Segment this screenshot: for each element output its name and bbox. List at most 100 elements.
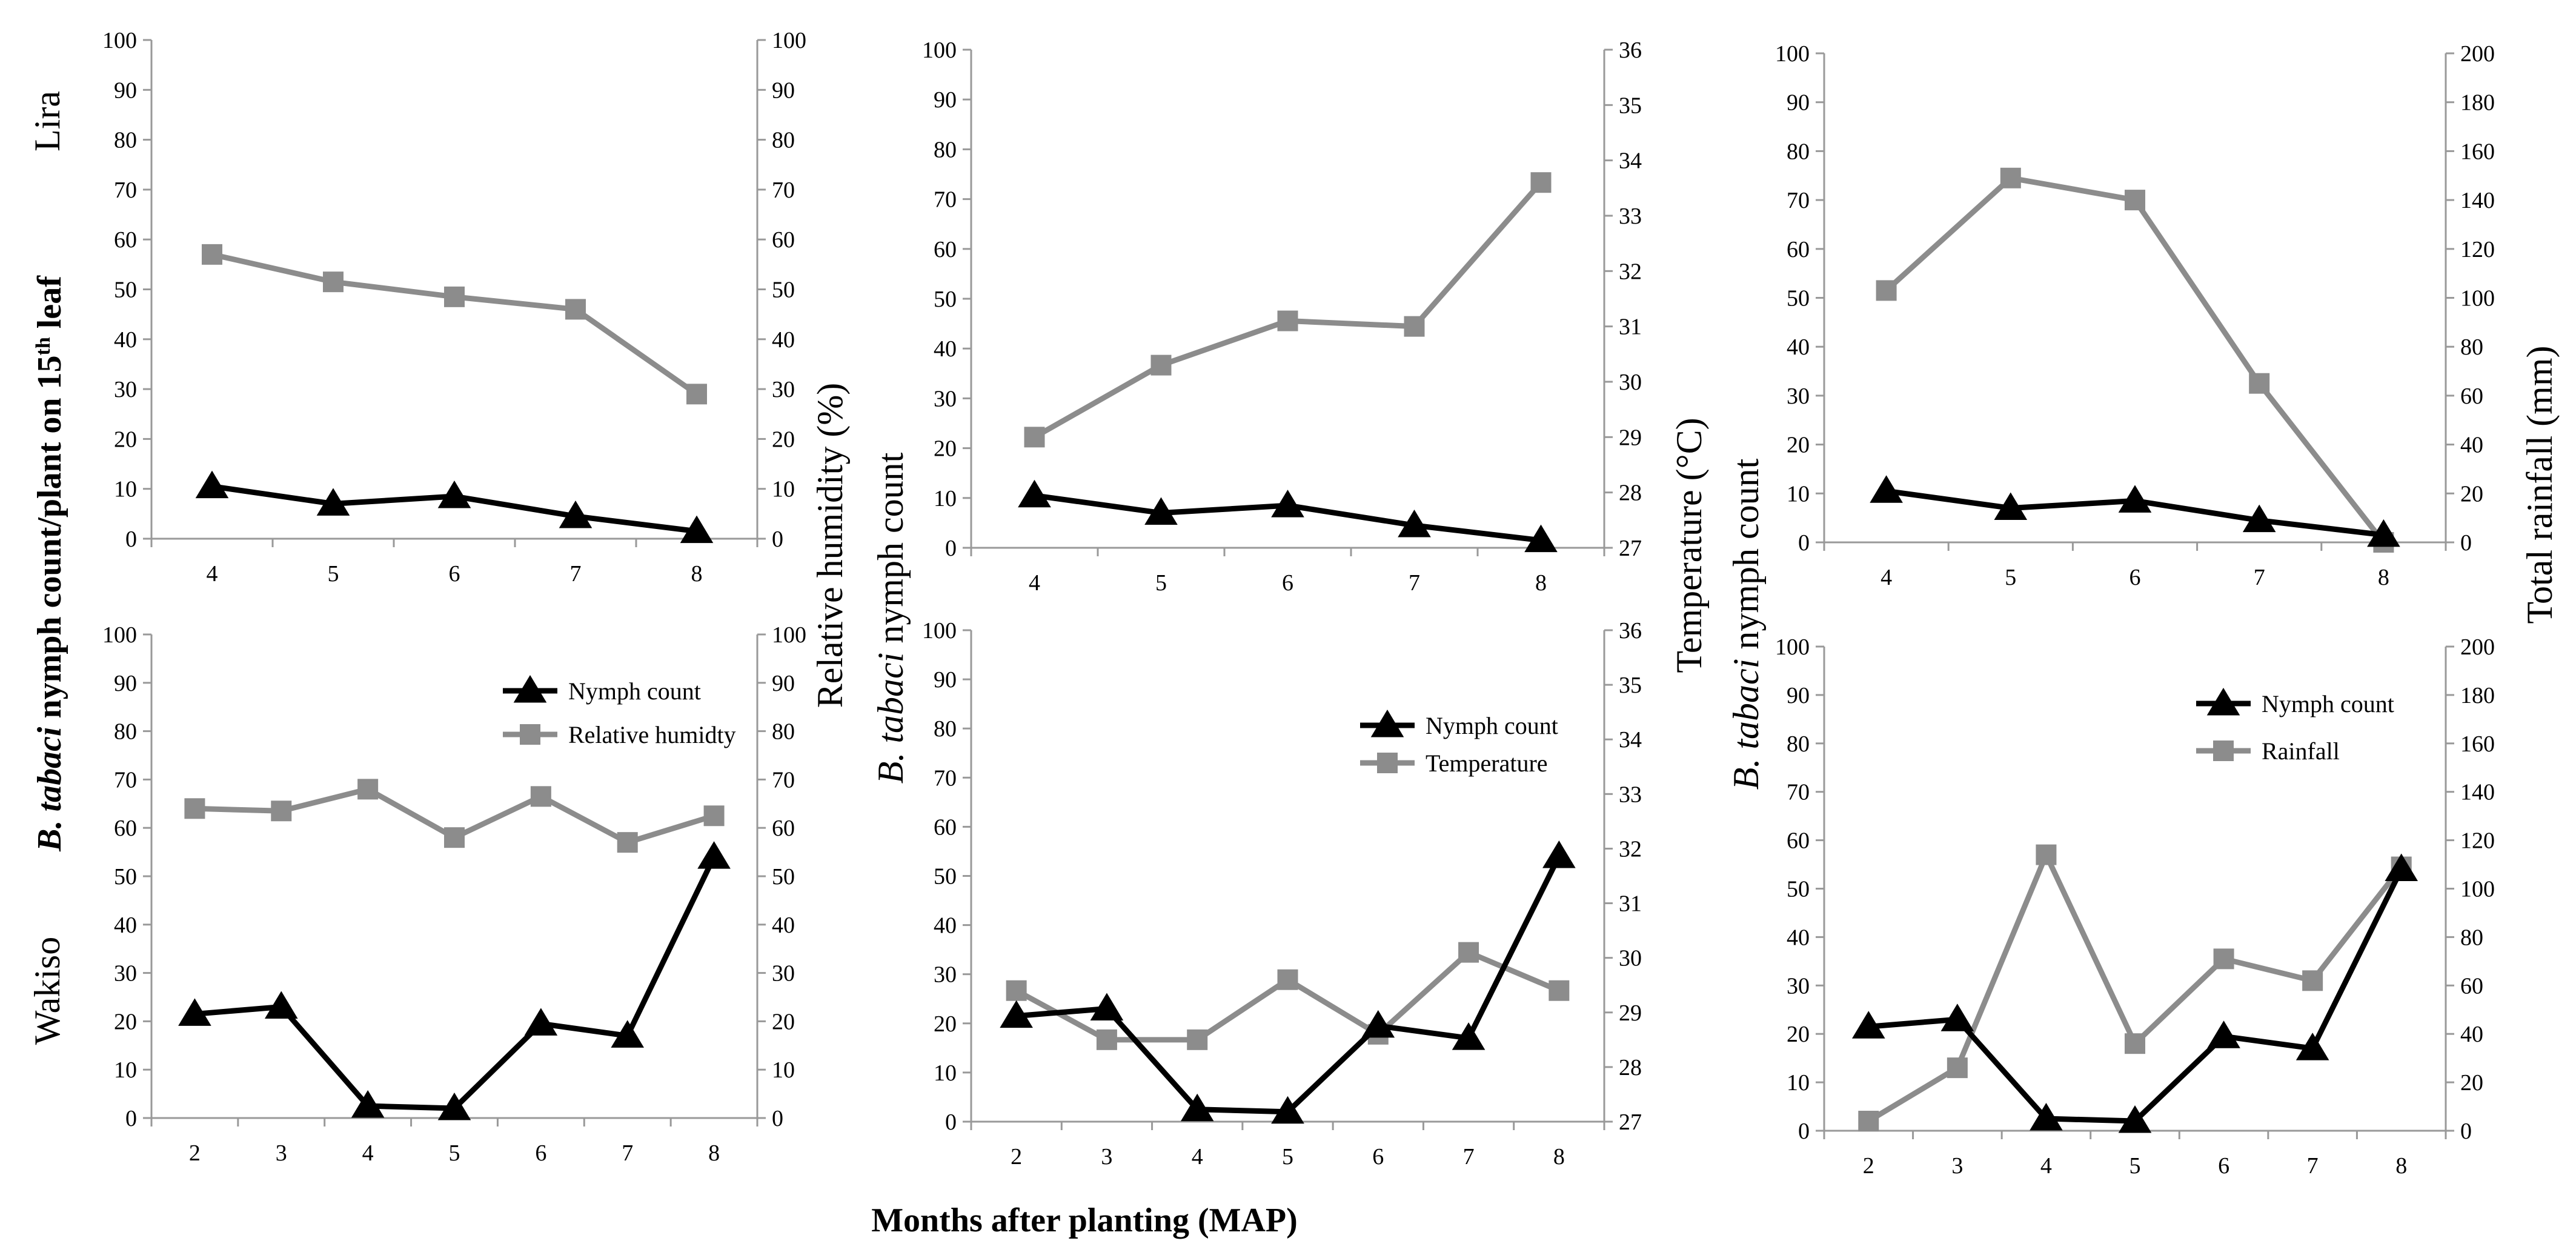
right-tick-label: 180 <box>2460 683 2495 708</box>
x-tick-label: 8 <box>2395 1153 2407 1179</box>
secondary-point <box>686 384 707 405</box>
right-tick-label: 27 <box>1619 1110 1642 1135</box>
legend: Nymph count Relative humidty <box>503 675 736 748</box>
right-tick-label: 33 <box>1619 782 1642 807</box>
left-tick-label: 10 <box>934 486 957 511</box>
left-tick-label: 90 <box>934 87 957 113</box>
left-tick-label: 80 <box>934 716 957 742</box>
nymph-point <box>351 1090 385 1118</box>
legend: Nymph count Temperature <box>1360 710 1558 777</box>
left-tick-label: 60 <box>114 816 137 841</box>
left-tick-label: 60 <box>934 237 957 262</box>
left-tick-label: 80 <box>1787 731 1810 757</box>
right-tick-label: 27 <box>1619 536 1642 561</box>
left-tick-label: 50 <box>1787 286 1810 311</box>
left-tick-label: 30 <box>934 962 957 988</box>
right-tick-label: 100 <box>772 28 806 53</box>
left-tick-label: 90 <box>1787 683 1810 708</box>
secondary-point <box>1530 172 1552 193</box>
right-tick-label: 34 <box>1619 148 1642 174</box>
nymph-point <box>611 1020 645 1048</box>
secondary-point <box>1187 1029 1208 1050</box>
left-tick-label: 70 <box>934 187 957 213</box>
right-tick-label: 80 <box>772 128 795 153</box>
x-tick-label: 4 <box>362 1140 374 1166</box>
right-tick-label: 70 <box>772 178 795 203</box>
left-tick-label: 40 <box>1787 334 1810 360</box>
col3-y-axis-title: B. tabaci nymph count <box>1726 458 1766 790</box>
left-tick-label: 50 <box>934 287 957 312</box>
left-tick-label: 80 <box>114 719 137 745</box>
x-tick-label: 5 <box>328 561 339 587</box>
x-tick-label: 4 <box>1881 565 1892 590</box>
x-tick-label: 4 <box>1192 1144 1203 1170</box>
secondary-point <box>444 286 465 307</box>
right-tick-label: 28 <box>1619 481 1642 506</box>
x-tick-label: 5 <box>2130 1153 2141 1179</box>
left-tick-label: 30 <box>114 377 137 402</box>
x-tick-label: 4 <box>2040 1153 2052 1179</box>
legend-square-marker <box>2213 740 2234 761</box>
right-tick-label: 20 <box>772 1009 795 1034</box>
left-tick-label: 30 <box>114 961 137 987</box>
left-tick-label: 80 <box>1787 139 1810 164</box>
nymph-point <box>437 481 471 508</box>
right-tick-label: 40 <box>772 913 795 938</box>
secondary-point <box>1858 1111 1879 1132</box>
rainfall-axis-title: Total rainfall (mm) <box>2520 346 2560 624</box>
left-tick-label: 0 <box>945 536 957 561</box>
nymph-point <box>316 488 350 516</box>
nymph-point <box>1271 490 1304 518</box>
right-tick-label: 30 <box>772 377 795 402</box>
right-tick-label: 0 <box>2460 530 2472 556</box>
right-tick-label: 35 <box>1619 673 1642 698</box>
right-tick-label: 200 <box>2460 41 2495 67</box>
left-tick-label: 100 <box>1775 41 1810 67</box>
secondary-point <box>1277 310 1298 331</box>
right-tick-label: 36 <box>1619 618 1642 644</box>
right-tick-label: 60 <box>2460 973 2483 999</box>
chart-wakiso-rain: 0 10 20 30 40 50 60 70 80 90 100 0 20 40 60 80 100 120 140… <box>1775 634 2495 1179</box>
x-tick-label: 6 <box>535 1140 546 1166</box>
secondary-point <box>2000 167 2021 188</box>
right-tick-label: 160 <box>2460 731 2495 757</box>
nymph-point <box>1524 524 1558 553</box>
left-tick-label: 100 <box>102 28 137 53</box>
nymph-point <box>1180 1093 1214 1122</box>
right-tick-label: 29 <box>1619 1000 1642 1026</box>
right-tick-label: 36 <box>1619 38 1642 63</box>
left-tick-label: 50 <box>1787 877 1810 902</box>
nymph-point <box>697 841 731 869</box>
right-tick-label: 34 <box>1619 727 1642 753</box>
left-tick-label: 70 <box>1787 188 1810 213</box>
left-tick-label: 90 <box>1787 90 1810 116</box>
secondary-point <box>2213 948 2234 970</box>
legend-triangle-marker <box>1370 710 1404 737</box>
nymph-point <box>680 515 714 544</box>
secondary-point <box>2036 844 2057 865</box>
left-tick-label: 0 <box>125 527 137 552</box>
nymph-point <box>1542 840 1576 868</box>
row-label-wakiso: Wakiso <box>27 937 67 1045</box>
nymph-point <box>1940 1003 1974 1031</box>
nymph-point <box>178 998 211 1026</box>
right-tick-label: 31 <box>1619 891 1642 917</box>
right-tick-label: 140 <box>2460 780 2495 805</box>
secondary-point <box>2249 373 2270 394</box>
chart-lira-rh: 0 10 20 30 40 50 60 70 80 90 100 0 10 20 30 40 50 60 70 80 9… <box>102 28 806 587</box>
x-tick-label: 7 <box>570 561 582 587</box>
x-tick-label: 5 <box>1282 1144 1293 1170</box>
x-tick-label: 8 <box>2378 565 2389 590</box>
left-tick-label: 50 <box>114 864 137 890</box>
nymph-point <box>1144 497 1178 525</box>
left-tick-label: 70 <box>934 765 957 791</box>
left-tick-label: 100 <box>102 622 137 648</box>
left-tick-label: 0 <box>125 1106 137 1131</box>
right-tick-label: 80 <box>772 719 795 745</box>
right-tick-label: 32 <box>1619 836 1642 862</box>
right-tick-label: 60 <box>2460 384 2483 409</box>
right-tick-label: 50 <box>772 864 795 890</box>
x-tick-label: 7 <box>2254 565 2265 590</box>
nymph-point <box>2295 1033 2329 1060</box>
chart-lira-temp: 0 10 20 30 40 50 60 70 80 90 100 27 28 29 30 31 32 33 34 35… <box>922 38 1642 596</box>
